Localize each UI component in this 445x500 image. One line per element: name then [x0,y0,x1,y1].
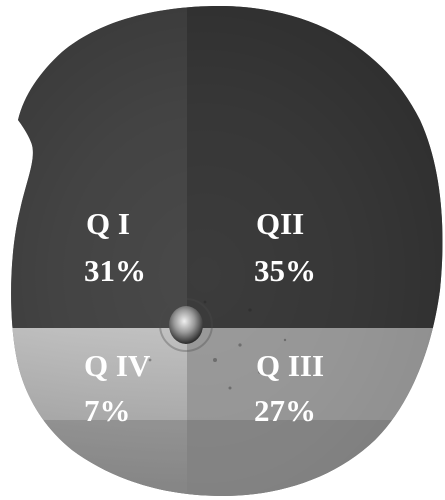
quadrant-label-q2: QII [256,206,304,241]
quadrant-label-q1: Q I [86,206,130,241]
quadrant-label-q4: Q IV [84,348,151,383]
quadrant-label-q3: Q III [256,348,324,383]
quadrant-percent-q3: 27% [254,393,316,428]
quadrant-percent-q2: 35% [254,253,316,288]
nipple-bump [169,306,203,344]
quadrant-percent-q4: 7% [84,393,131,428]
quadrant-percent-q1: 31% [84,253,146,288]
quadrant-region-q2 [187,5,443,328]
